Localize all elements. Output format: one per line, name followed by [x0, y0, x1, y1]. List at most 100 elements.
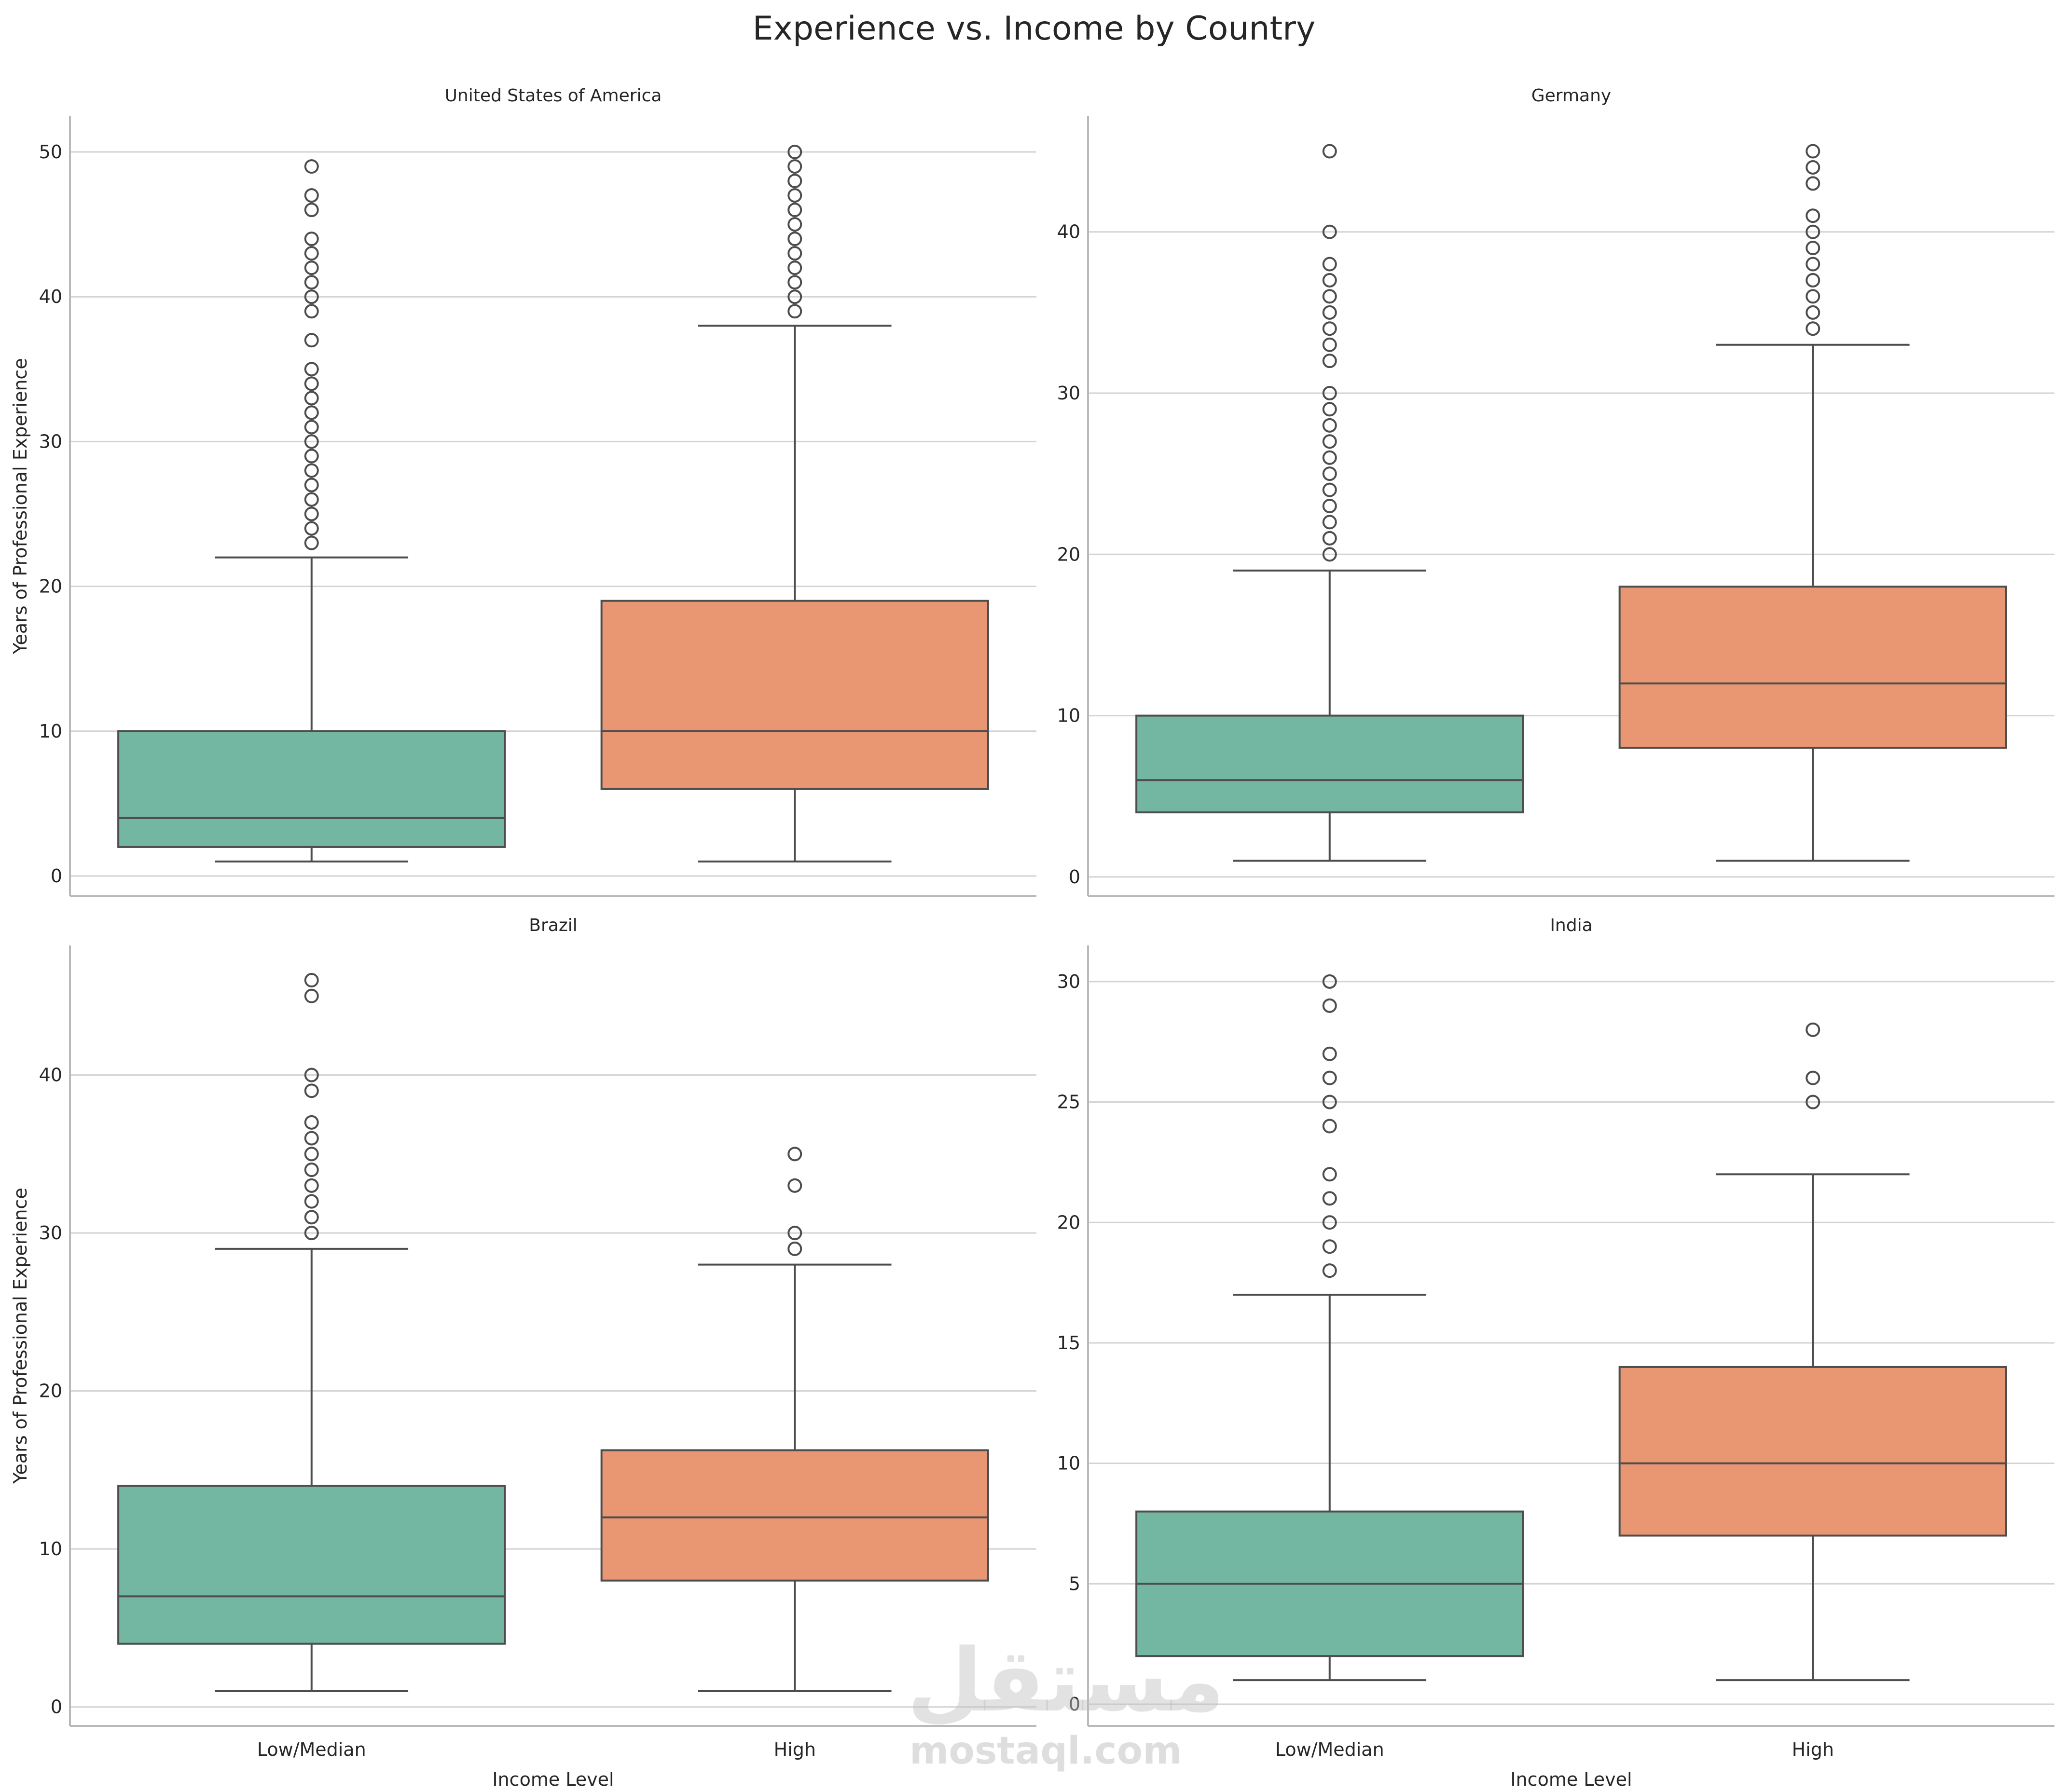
box-low-median — [117, 159, 506, 862]
iqr-box — [1135, 714, 1524, 814]
outlier-point — [1322, 418, 1337, 433]
y-tick-label: 20 — [39, 576, 62, 597]
outlier-point — [304, 333, 319, 348]
figure-title: Experience vs. Income by Country — [753, 10, 1316, 48]
outlier-point — [304, 1067, 319, 1082]
outlier-point — [304, 246, 319, 261]
outlier-point — [1806, 289, 1820, 304]
outlier-point — [1322, 466, 1337, 481]
outlier-point — [304, 434, 319, 449]
outlier-point — [304, 289, 319, 304]
box-high — [600, 1147, 989, 1692]
outlier-point — [304, 973, 319, 988]
outlier-point — [1322, 1215, 1337, 1230]
outlier-point — [1806, 1022, 1820, 1037]
outlier-point — [1806, 321, 1820, 336]
outlier-point — [1806, 160, 1820, 175]
outlier-point — [304, 203, 319, 218]
y-tick-label: 0 — [51, 1696, 62, 1718]
y-tick-label: 20 — [1057, 1212, 1080, 1233]
box-high — [1618, 144, 2007, 862]
box-low-median — [1135, 974, 1524, 1682]
outlier-point — [304, 260, 319, 275]
outlier-point — [1322, 434, 1337, 449]
panels: United States of America01020304050Years… — [10, 86, 2054, 1790]
outlier-point — [304, 159, 319, 174]
y-axis-label: Years of Professional Experience — [10, 1188, 31, 1484]
outlier-point — [304, 463, 319, 478]
panel-0: United States of America 0 10 20 30 40 50 Years… — [10, 86, 1036, 897]
y-tick-label: 10 — [39, 1538, 62, 1559]
outlier-point — [787, 260, 802, 275]
box-high — [1618, 1022, 2007, 1682]
y-tick-label: 30 — [1057, 971, 1080, 992]
outlier-point — [304, 1178, 319, 1193]
outlier-point — [304, 988, 319, 1003]
outlier-point — [1322, 257, 1337, 272]
x-axis-label: Income Level — [1510, 1769, 1632, 1790]
outlier-point — [1322, 289, 1337, 304]
outlier-point — [304, 1147, 319, 1162]
outlier-point — [1322, 515, 1337, 530]
iqr-box — [117, 1485, 506, 1645]
y-tick-label: 30 — [39, 431, 62, 452]
outlier-point — [1322, 1191, 1337, 1206]
outlier-point — [1322, 273, 1337, 287]
outlier-point — [787, 1178, 802, 1193]
outlier-point — [1322, 305, 1337, 320]
panel-2: Brazil 0 10 20 30 40 Low/Median High Income Leve… — [10, 916, 1036, 1790]
outlier-point — [1322, 450, 1337, 465]
outlier-point — [304, 376, 319, 391]
x-axis-label: Income Level — [492, 1769, 614, 1790]
outlier-point — [1322, 224, 1337, 239]
panel-1: Germany 0 10 20 30 40 — [1057, 86, 2054, 897]
outlier-point — [787, 289, 802, 304]
y-tick-label: 10 — [1057, 1453, 1080, 1474]
outlier-point — [1806, 305, 1820, 320]
outlier-point — [304, 521, 319, 536]
outlier-point — [304, 478, 319, 492]
outlier-point — [1322, 1167, 1337, 1182]
outlier-point — [787, 232, 802, 246]
y-tick-label: 30 — [1057, 383, 1080, 404]
y-tick-label: 40 — [1057, 221, 1080, 243]
panel-title: India — [1550, 916, 1592, 935]
outlier-point — [1322, 321, 1337, 336]
outlier-point — [304, 1163, 319, 1177]
outlier-point — [787, 217, 802, 232]
y-axis-label: Years of Professional Experience — [10, 358, 31, 654]
outlier-point — [1322, 974, 1337, 989]
outlier-point — [787, 304, 802, 319]
outlier-point — [304, 449, 319, 464]
panel-title: United States of America — [445, 86, 662, 106]
outlier-point — [1322, 402, 1337, 417]
outlier-point — [304, 188, 319, 203]
outlier-point — [787, 203, 802, 218]
y-tick-label: 5 — [1069, 1573, 1080, 1594]
outlier-point — [787, 159, 802, 174]
outlier-point — [1806, 208, 1820, 223]
outlier-point — [304, 232, 319, 246]
outlier-point — [304, 420, 319, 435]
iqr-box — [117, 730, 506, 848]
outlier-point — [304, 1194, 319, 1209]
outlier-point — [1322, 547, 1337, 562]
outlier-point — [304, 405, 319, 420]
y-tick-label: 0 — [51, 865, 62, 887]
outlier-point — [1322, 1239, 1337, 1254]
watermark-logo: مستقل — [907, 1630, 1225, 1731]
outlier-point — [787, 188, 802, 203]
y-tick-label: 10 — [39, 721, 62, 742]
outlier-point — [304, 1210, 319, 1225]
outlier-point — [1322, 998, 1337, 1013]
outlier-point — [304, 506, 319, 521]
box-low-median — [1135, 144, 1524, 862]
outlier-point — [1322, 385, 1337, 400]
outlier-point — [1322, 1119, 1337, 1134]
x-tick-label: High — [774, 1739, 816, 1760]
box-high — [600, 145, 989, 862]
outlier-point — [1322, 144, 1337, 159]
iqr-box — [600, 600, 989, 790]
outlier-point — [1806, 257, 1820, 272]
